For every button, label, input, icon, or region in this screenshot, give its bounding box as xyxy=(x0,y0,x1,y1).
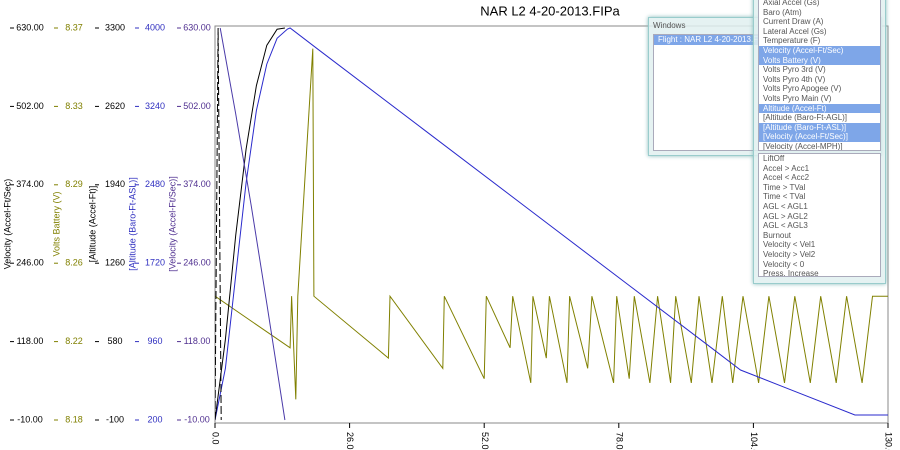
y-tick-label: 200 xyxy=(147,414,162,424)
event-list: LiftOff Accel > Acc1 Accel < Acc2 Time > TV… xyxy=(758,153,881,277)
series-line xyxy=(215,27,285,421)
y-tick-label: 8.37 xyxy=(65,22,83,32)
y-tick-label: 4000 xyxy=(145,22,165,32)
list-item[interactable]: Volts Pyro 3rd (V) xyxy=(763,65,826,75)
y-tick-label: 246.00 xyxy=(183,258,211,268)
x-tick-label: 52.0 xyxy=(480,432,490,450)
y-tick-label: 502.00 xyxy=(16,101,44,111)
y-tick-label: 1260 xyxy=(105,258,125,268)
list-item[interactable]: AGL > AGL2 xyxy=(763,211,808,221)
list-item[interactable]: Velocity (Accel-Ft/Sec) xyxy=(759,45,880,56)
list-item[interactable]: [Velocity (Accel-Ft/Sec)] xyxy=(759,132,880,142)
x-tick-label: 104.0 xyxy=(749,432,759,450)
list-item[interactable]: [Velocity (Accel-MPH)] xyxy=(763,141,843,151)
list-item[interactable]: [Altitude (Baro-Ft-AGL)] xyxy=(763,113,848,123)
list-item[interactable]: Baro (Atm) xyxy=(763,7,802,17)
list-item[interactable]: Volts Pyro Apogee (V) xyxy=(763,84,842,94)
channel-panel: Axial Accel (Gs) Baro (Atm) Current Draw (… xyxy=(753,0,886,284)
plot-frame xyxy=(214,25,889,424)
list-item[interactable]: Temperature (F) xyxy=(763,36,821,46)
chart-title: NAR L2 4-20-2013.FIPa xyxy=(480,3,620,18)
x-tick-label: 0.0 xyxy=(211,432,221,445)
list-item[interactable]: [Altitude (Baro-Ft-ASL)] xyxy=(759,122,880,133)
series-line xyxy=(215,27,222,421)
series-line xyxy=(215,27,888,421)
list-item[interactable]: AGL < AGL3 xyxy=(763,221,808,231)
axis-label: [Velocity (Accel-Ft/Sec)] xyxy=(167,176,177,272)
list-item[interactable]: Volts Battery (V) xyxy=(759,55,880,66)
y-tick-label: 2480 xyxy=(145,179,165,189)
panel-title: Windows xyxy=(653,21,686,30)
y-tick-label: 1940 xyxy=(105,179,125,189)
series-line xyxy=(219,27,286,421)
list-item[interactable]: Velocity < Vel1 xyxy=(763,240,816,250)
list-item[interactable]: Burnout xyxy=(763,230,792,240)
y-tick-label: 8.26 xyxy=(65,258,83,268)
y-tick-label: 580 xyxy=(107,336,122,346)
y-tick-label: 502.00 xyxy=(183,101,211,111)
y-tick-label: 8.33 xyxy=(65,101,83,111)
y-tick-label: 3240 xyxy=(145,101,165,111)
axis-label: Velocity (Accel-Ft/Sec) xyxy=(2,179,12,270)
y-tick-label: 246.00 xyxy=(16,258,44,268)
y-tick-label: 8.22 xyxy=(65,336,83,346)
list-item[interactable]: Axial Accel (Gs) xyxy=(763,0,820,7)
y-tick-label: 3300 xyxy=(105,22,125,32)
series-line xyxy=(215,48,888,400)
y-tick-label: 374.00 xyxy=(16,179,44,189)
y-tick-label: -10.00 xyxy=(17,414,43,424)
y-tick-label: 118.00 xyxy=(184,336,211,346)
list-item[interactable]: Press. Increase xyxy=(763,269,819,277)
list-item[interactable]: Current Draw (A) xyxy=(763,17,824,27)
y-tick-label: 374.00 xyxy=(183,179,211,189)
list-item[interactable]: Lateral Accel (Gs) xyxy=(763,26,827,36)
y-tick-label: 118.00 xyxy=(17,336,44,346)
x-tick-label: 130.0 xyxy=(884,432,894,450)
axis-label: [Altitude (Baro-Ft-ASL)] xyxy=(127,177,137,271)
channel-list: Axial Accel (Gs) Baro (Atm) Current Draw (… xyxy=(758,0,881,151)
y-tick-label: 2620 xyxy=(105,101,125,111)
y-tick-label: 960 xyxy=(147,336,162,346)
list-item[interactable]: Volts Pyro Main (V) xyxy=(763,93,832,103)
y-tick-label: -10.00 xyxy=(184,414,210,424)
axis-label: Volts Battery (V) xyxy=(51,191,61,256)
y-tick-label: 8.29 xyxy=(65,179,83,189)
x-tick-label: 26.0 xyxy=(345,432,355,450)
list-item[interactable]: Volts Pyro 4th (V) xyxy=(763,74,826,84)
list-item[interactable]: Accel > Acc1 xyxy=(763,163,810,173)
list-item[interactable]: Velocity > Vel2 xyxy=(763,249,816,259)
y-tick-label: 8.18 xyxy=(65,414,83,424)
y-tick-label: 1720 xyxy=(145,258,165,268)
list-item[interactable]: AGL < AGL1 xyxy=(763,201,808,211)
list-item[interactable]: Velocity < 0 xyxy=(763,259,805,269)
y-tick-label: -100 xyxy=(106,414,124,424)
axis-label: [Altitude (Accel-Ft)] xyxy=(87,186,97,263)
y-tick-label: 630.00 xyxy=(16,22,44,32)
list-item[interactable]: Time < TVal xyxy=(763,192,806,202)
list-item[interactable]: Accel < Acc2 xyxy=(763,173,810,183)
x-tick-label: 78.0 xyxy=(614,432,624,450)
list-item[interactable]: Altitude (Accel-Ft) xyxy=(759,103,880,114)
list-item[interactable]: Time > TVal xyxy=(763,182,806,192)
list-item[interactable]: LiftOff xyxy=(763,154,785,163)
y-tick-label: 630.00 xyxy=(183,22,211,32)
